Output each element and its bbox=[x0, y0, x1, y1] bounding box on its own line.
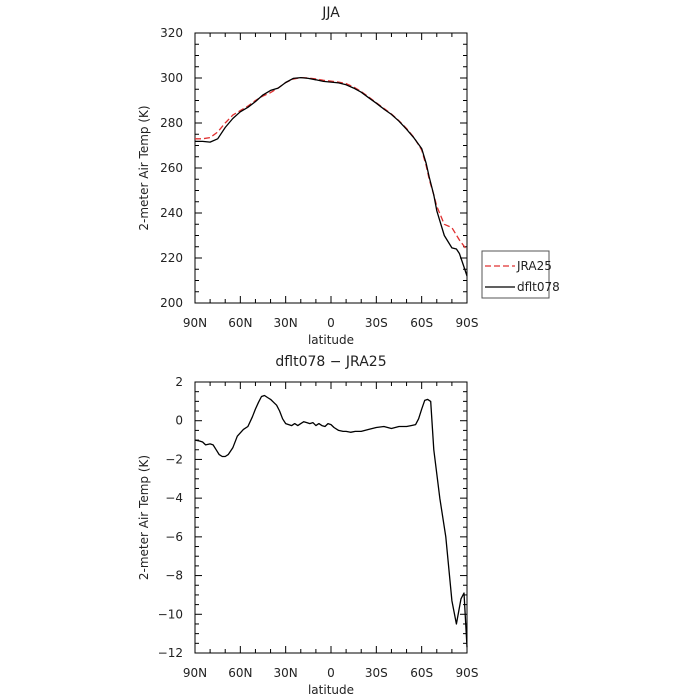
x-tick-label: 90N bbox=[183, 316, 207, 330]
legend: JRA25 dflt078 bbox=[481, 250, 560, 299]
x-tick-label: 0 bbox=[327, 316, 335, 330]
x-tick-label: 0 bbox=[327, 666, 335, 680]
x-tick-label: 30N bbox=[274, 316, 298, 330]
y-axis-title: 2-meter Air Temp (K) bbox=[137, 105, 151, 230]
x-tick-label: 60S bbox=[410, 666, 433, 680]
y-tick-label: 260 bbox=[160, 161, 183, 175]
y-tick-label: 300 bbox=[160, 71, 183, 85]
series-line-difference bbox=[194, 394, 468, 648]
legend-label-dflt078: dflt078 bbox=[517, 280, 560, 294]
x-tick-label: 60N bbox=[228, 666, 252, 680]
plot-frame bbox=[194, 381, 468, 654]
y-tick-label: −2 bbox=[165, 452, 183, 466]
y-tick-label: 280 bbox=[160, 116, 183, 130]
chart-title: dflt078 − JRA25 bbox=[275, 354, 386, 370]
y-tick-label: −6 bbox=[165, 530, 183, 544]
bottom-chart-panel: dflt078 − JRA25 −12 −10 −8 −6 −4 −2 0 2 90N 60N 30N… bbox=[137, 354, 478, 697]
y-tick-label: 220 bbox=[160, 251, 183, 265]
x-tick-label: 30S bbox=[365, 666, 388, 680]
y-tick-label: 320 bbox=[160, 26, 183, 40]
x-axis-title: latitude bbox=[308, 333, 354, 347]
x-tick-label: 60N bbox=[228, 316, 252, 330]
top-chart-panel: JJA 200 220 240 260 280 300 320 90N 60N 30N 0 30S 60S… bbox=[137, 5, 560, 347]
y-tick-label: 0 bbox=[175, 414, 183, 428]
y-tick-label: −12 bbox=[158, 646, 183, 660]
chart-title: JJA bbox=[321, 5, 340, 21]
x-tick-label: 30S bbox=[365, 316, 388, 330]
x-tick-label: 90S bbox=[456, 316, 479, 330]
x-tick-label: 90N bbox=[183, 666, 207, 680]
y-tick-label: 200 bbox=[160, 296, 183, 310]
y-tick-label: −10 bbox=[158, 607, 183, 621]
legend-label-jra25: JRA25 bbox=[516, 259, 552, 273]
x-axis-title: latitude bbox=[308, 683, 354, 697]
y-tick-label: 240 bbox=[160, 206, 183, 220]
y-tick-label: −4 bbox=[165, 491, 183, 505]
legend-box bbox=[481, 250, 550, 299]
x-tick-label: 60S bbox=[410, 316, 433, 330]
y-axis-title: 2-meter Air Temp (K) bbox=[137, 455, 151, 580]
y-tick-label: −8 bbox=[165, 569, 183, 583]
x-tick-label: 30N bbox=[274, 666, 298, 680]
y-tick-label: 2 bbox=[175, 375, 183, 389]
series-line-dflt078 bbox=[195, 76, 468, 277]
x-tick-label: 90S bbox=[456, 666, 479, 680]
